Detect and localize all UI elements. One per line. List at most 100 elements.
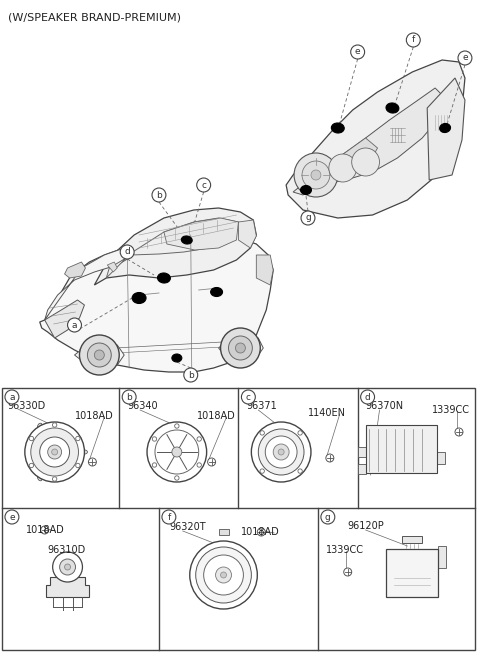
Circle shape [260,431,264,435]
Text: 96310D: 96310D [48,545,86,555]
Text: b: b [126,392,132,402]
Text: g: g [305,214,311,223]
Bar [375,463,387,471]
Circle shape [5,390,19,404]
Text: d: d [365,392,371,402]
Ellipse shape [199,594,204,599]
Text: e: e [9,513,15,522]
Text: (W/SPEAKER BRAND-PREMIUM): (W/SPEAKER BRAND-PREMIUM) [8,13,181,23]
Circle shape [228,336,252,360]
Text: g: g [325,513,331,522]
Polygon shape [218,335,263,362]
Text: a: a [9,392,15,402]
Ellipse shape [157,273,170,283]
Bar [218,529,228,535]
Text: 96370N: 96370N [366,401,404,411]
Circle shape [120,245,134,259]
Polygon shape [46,577,89,597]
Circle shape [241,390,255,404]
Circle shape [5,510,19,524]
Ellipse shape [331,123,344,133]
Circle shape [52,422,57,427]
Circle shape [220,572,227,578]
Circle shape [360,390,374,404]
Polygon shape [164,218,239,250]
Text: a: a [72,321,77,330]
Circle shape [407,33,420,47]
Text: 1018AD: 1018AD [74,411,113,421]
Circle shape [172,447,182,457]
Polygon shape [239,220,256,248]
Ellipse shape [242,550,248,556]
Circle shape [152,463,156,467]
Text: f: f [412,35,415,44]
Polygon shape [293,88,445,195]
Circle shape [294,153,338,197]
Polygon shape [286,60,465,218]
Text: d: d [124,247,130,257]
Circle shape [162,510,176,524]
Circle shape [252,422,311,482]
Bar [358,464,366,474]
Polygon shape [338,138,378,168]
Circle shape [257,528,265,536]
Circle shape [29,463,34,468]
Circle shape [65,564,71,570]
Circle shape [76,436,80,441]
Circle shape [197,437,202,441]
Circle shape [53,552,83,582]
Circle shape [41,526,48,534]
Circle shape [29,436,34,441]
Ellipse shape [172,354,182,362]
Polygon shape [106,218,239,278]
Circle shape [196,547,252,603]
Circle shape [329,154,357,182]
Text: 1339CC: 1339CC [326,545,364,555]
Circle shape [52,477,57,481]
Circle shape [216,567,231,583]
Circle shape [175,476,179,480]
Text: 96330D: 96330D [7,401,45,411]
Text: 1018AD: 1018AD [197,411,236,421]
Circle shape [197,463,202,467]
Circle shape [298,431,302,435]
Polygon shape [427,78,465,180]
Ellipse shape [211,287,223,296]
Circle shape [147,422,207,482]
Circle shape [197,178,211,192]
Circle shape [87,343,111,367]
Ellipse shape [386,103,399,113]
Circle shape [175,424,179,428]
Circle shape [88,458,96,466]
Circle shape [351,45,365,59]
Circle shape [122,390,136,404]
Text: 1018AD: 1018AD [26,525,65,535]
Circle shape [265,436,297,468]
Circle shape [458,51,472,65]
Circle shape [68,318,82,332]
Bar [366,425,437,473]
Text: b: b [156,191,162,200]
Ellipse shape [82,450,87,454]
Circle shape [190,541,257,609]
Circle shape [258,429,304,475]
Text: 96371: 96371 [246,401,277,411]
Text: e: e [355,48,360,57]
Polygon shape [45,300,84,338]
Bar [2,388,475,650]
Ellipse shape [37,475,42,481]
Circle shape [40,437,70,467]
Polygon shape [256,255,273,285]
Text: 1018AD: 1018AD [241,527,280,537]
Ellipse shape [181,236,192,244]
Circle shape [273,444,289,460]
Text: c: c [246,392,251,402]
Circle shape [76,463,80,468]
Bar [386,549,438,597]
Text: 96340: 96340 [127,401,158,411]
Circle shape [31,428,79,476]
Ellipse shape [440,123,451,133]
Circle shape [95,350,104,360]
Circle shape [278,449,284,455]
Circle shape [236,343,245,353]
